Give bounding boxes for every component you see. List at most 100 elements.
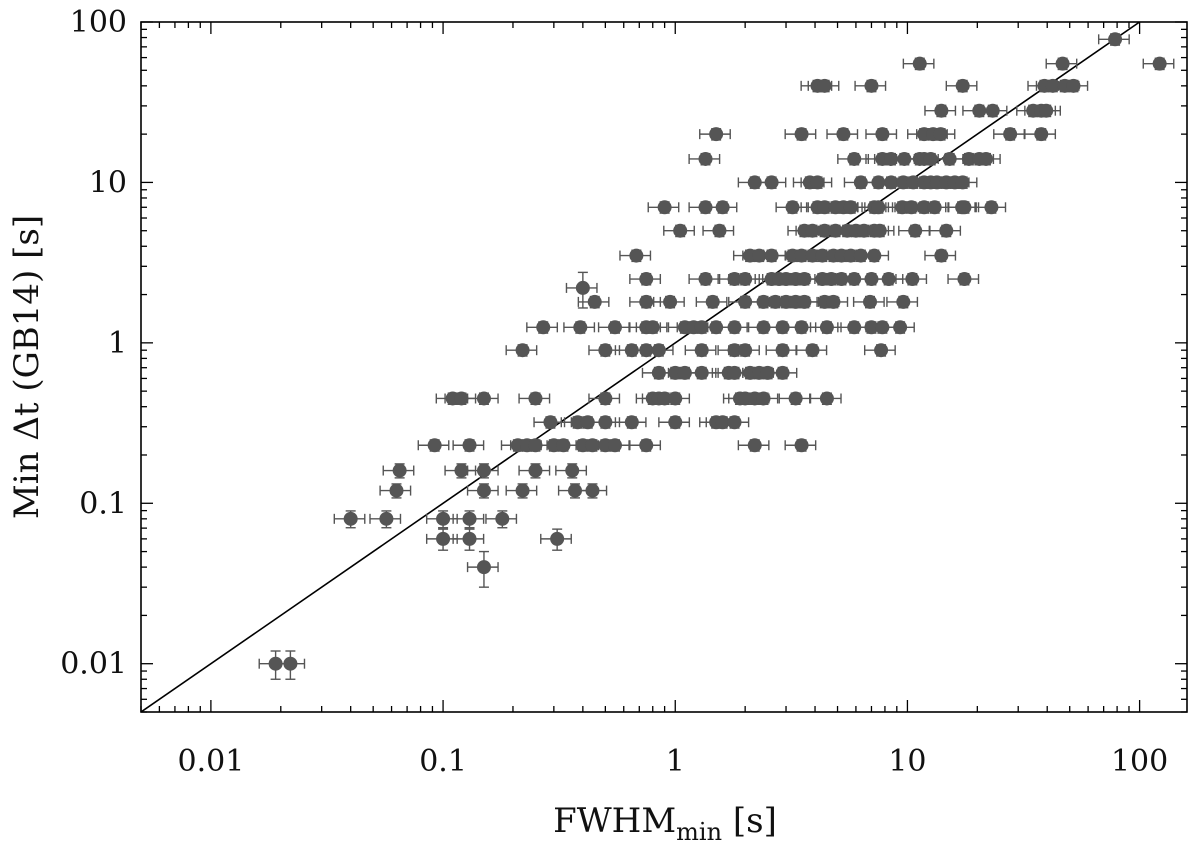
data-point	[515, 483, 530, 498]
data-point	[853, 175, 868, 190]
data-point	[875, 127, 890, 142]
data-point	[738, 343, 753, 358]
data-point	[668, 365, 683, 380]
data-point	[957, 272, 972, 287]
data-point	[1108, 32, 1123, 47]
data-point	[942, 151, 957, 166]
data-point	[598, 438, 613, 453]
data-point	[884, 151, 899, 166]
data-point	[639, 294, 654, 309]
data-point	[624, 343, 639, 358]
reference-line-layer	[141, 22, 1141, 712]
y-tick-label: 0.01	[60, 647, 127, 682]
data-point	[528, 438, 543, 453]
data-point	[828, 223, 843, 238]
data-point	[864, 320, 879, 335]
data-point	[570, 415, 585, 430]
data-point	[454, 463, 469, 478]
data-point	[454, 391, 469, 406]
data-point	[436, 531, 451, 546]
x-tick-label: 0.1	[419, 744, 467, 779]
data-point	[705, 294, 720, 309]
data-point	[639, 343, 654, 358]
x-axis-title-subscript: min	[676, 818, 722, 846]
data-point	[864, 78, 879, 93]
data-point	[797, 294, 812, 309]
data-point	[629, 248, 644, 263]
data-point	[698, 272, 713, 287]
data-point	[934, 248, 949, 263]
data-point	[694, 320, 709, 335]
data-point	[1039, 103, 1054, 118]
data-point	[955, 175, 970, 190]
x-axis-title: FWHMmin [s]	[553, 801, 777, 846]
data-point	[747, 438, 762, 453]
data-point	[1034, 127, 1049, 142]
data-point	[847, 320, 862, 335]
data-point	[598, 343, 613, 358]
data-points-layer	[268, 32, 1167, 671]
data-point	[843, 248, 858, 263]
data-point	[864, 272, 879, 287]
data-point	[639, 272, 654, 287]
data-point	[587, 294, 602, 309]
data-point	[1066, 78, 1081, 93]
data-point	[709, 127, 724, 142]
data-point	[884, 175, 899, 190]
y-tick-label: 10	[89, 165, 127, 200]
data-point	[979, 151, 994, 166]
data-point	[875, 320, 890, 335]
data-point	[817, 78, 832, 93]
data-point	[528, 391, 543, 406]
data-point	[738, 391, 753, 406]
data-point	[933, 127, 948, 142]
data-point	[817, 200, 832, 215]
data-point	[805, 223, 820, 238]
data-point	[847, 151, 862, 166]
data-point	[673, 223, 688, 238]
data-point	[906, 175, 921, 190]
data-point	[546, 438, 561, 453]
data-point	[607, 320, 622, 335]
data-point	[550, 531, 565, 546]
data-point	[427, 438, 442, 453]
data-point	[819, 320, 834, 335]
data-point	[794, 248, 809, 263]
data-point	[515, 343, 530, 358]
data-point	[698, 151, 713, 166]
data-point	[923, 151, 938, 166]
data-point	[824, 272, 839, 287]
data-point	[874, 343, 889, 358]
data-point	[476, 560, 491, 575]
data-point	[567, 483, 582, 498]
data-point	[476, 483, 491, 498]
data-point	[797, 272, 812, 287]
data-point	[984, 200, 999, 215]
data-point	[805, 248, 820, 263]
data-point	[657, 200, 672, 215]
data-point	[343, 511, 358, 526]
data-point	[698, 200, 713, 215]
data-point	[536, 320, 551, 335]
x-tick-label: 10	[888, 744, 926, 779]
data-point	[528, 463, 543, 478]
x-tick-label: 1	[666, 744, 685, 779]
data-point	[575, 438, 590, 453]
data-point	[462, 531, 477, 546]
data-point	[747, 175, 762, 190]
data-point	[810, 175, 825, 190]
data-point	[817, 223, 832, 238]
data-point	[657, 391, 672, 406]
data-point	[651, 343, 666, 358]
data-point	[834, 272, 849, 287]
axis-ticks	[140, 21, 1187, 713]
data-point	[853, 248, 868, 263]
data-point	[775, 365, 790, 380]
data-point	[392, 463, 407, 478]
data-point	[912, 56, 927, 71]
data-point	[639, 438, 654, 453]
data-point	[624, 415, 639, 430]
data-point	[476, 463, 491, 478]
data-point	[607, 438, 622, 453]
